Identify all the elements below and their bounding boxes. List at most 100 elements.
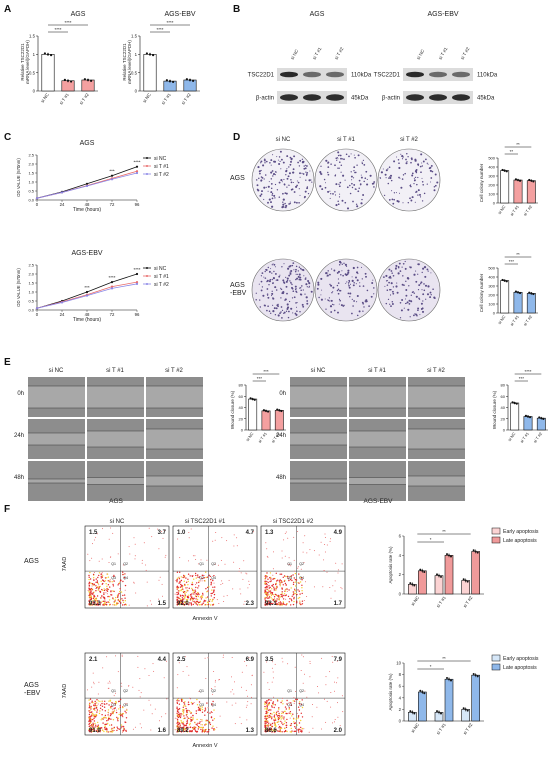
panel-f-event bbox=[112, 585, 115, 587]
panel-d-chart-point bbox=[518, 291, 522, 295]
panel-f-event bbox=[326, 544, 328, 546]
panel-f-event bbox=[277, 730, 279, 732]
panel-f-event bbox=[233, 561, 235, 563]
panel-d-colony bbox=[286, 277, 289, 280]
panel-f-event bbox=[205, 571, 207, 573]
panel-d-colony bbox=[393, 160, 396, 163]
panel-f-event bbox=[208, 720, 210, 723]
panel-f-event bbox=[181, 601, 183, 603]
panel-f-event bbox=[275, 572, 277, 574]
panel-f-event bbox=[186, 600, 188, 603]
panel-d-colony bbox=[291, 264, 294, 267]
panel-f-event bbox=[186, 599, 189, 601]
panel-f-event bbox=[122, 564, 124, 566]
panel-f-event bbox=[290, 565, 292, 567]
panel-e-wound-gap bbox=[146, 386, 203, 408]
panel-f-event bbox=[297, 716, 300, 718]
panel-f-event bbox=[91, 713, 93, 715]
panel-f-event bbox=[268, 716, 270, 719]
panel-a-chart-point bbox=[152, 54, 155, 57]
panel-d-colony bbox=[388, 268, 391, 271]
panel-f-event bbox=[330, 538, 331, 540]
panel-d-colony bbox=[308, 179, 311, 182]
panel-f-event bbox=[301, 603, 304, 605]
panel-d-colony bbox=[409, 316, 411, 318]
panel-f-event bbox=[308, 731, 310, 733]
panel-d-colony bbox=[433, 186, 436, 188]
panel-b-band bbox=[280, 71, 298, 78]
panel-b-protein-label: β-actin bbox=[256, 96, 274, 102]
panel-d-colony bbox=[264, 160, 266, 162]
panel-d-colony bbox=[262, 164, 265, 167]
panel-d-colony bbox=[415, 270, 417, 272]
panel-f-event bbox=[112, 580, 114, 582]
panel-d-colony bbox=[340, 304, 343, 307]
panel-f-event bbox=[107, 731, 109, 733]
panel-d-colony bbox=[304, 190, 307, 193]
panel-f-event bbox=[250, 703, 252, 705]
panel-f-event bbox=[88, 585, 91, 587]
panel-f-event bbox=[91, 716, 93, 718]
panel-d-chart-point bbox=[505, 280, 508, 283]
panel-f-event bbox=[183, 604, 186, 606]
panel-d-colony bbox=[279, 274, 281, 276]
panel-e-wound-image bbox=[349, 419, 406, 459]
panel-f-event bbox=[273, 714, 276, 716]
panel-f-event bbox=[222, 654, 224, 656]
panel-d-colony bbox=[285, 285, 288, 288]
panel-f-event bbox=[188, 724, 191, 726]
panel-d-colony bbox=[324, 182, 327, 184]
panel-f-event bbox=[189, 717, 191, 720]
panel-f-event bbox=[324, 533, 326, 535]
panel-f-event bbox=[289, 717, 291, 719]
panel-e-wound-gap bbox=[349, 477, 406, 485]
panel-f-event bbox=[210, 584, 212, 586]
panel-f-event bbox=[161, 716, 163, 718]
panel-e-chart-point bbox=[511, 401, 514, 404]
panel-f-event bbox=[182, 723, 184, 725]
panel-f-event bbox=[88, 710, 90, 712]
panel-d-colony bbox=[272, 175, 274, 177]
panel-f-event bbox=[185, 727, 187, 729]
panel-d-colony bbox=[333, 304, 335, 306]
panel-f-event bbox=[118, 600, 121, 603]
panel-d-colony bbox=[419, 283, 422, 285]
panel-d-colony bbox=[282, 203, 285, 206]
panel-f-event bbox=[180, 576, 182, 578]
panel-f-event bbox=[191, 583, 194, 586]
panel-f-bar-point bbox=[472, 672, 475, 675]
panel-e-chart-ytick-label: 40 bbox=[239, 405, 244, 410]
panel-f-event bbox=[192, 718, 194, 720]
panel-f-event bbox=[268, 702, 270, 704]
panel-a-ylabel-line: mRNA level(/GAPDH) bbox=[25, 40, 30, 84]
panel-f-event bbox=[120, 713, 122, 715]
panel-f-event bbox=[264, 582, 266, 584]
panel-d-colony bbox=[305, 179, 307, 181]
panel-c-xtick-label: 96 bbox=[135, 202, 140, 207]
panel-f-event bbox=[107, 682, 109, 684]
panel-a-ylabel-line: Relative TSC22D1 bbox=[122, 43, 127, 81]
panel-f-event bbox=[101, 705, 104, 707]
panel-f-event bbox=[200, 728, 202, 731]
panel-f-event bbox=[96, 580, 99, 582]
panel-f-event bbox=[187, 701, 190, 703]
panel-f-event bbox=[266, 572, 268, 574]
panel-f-event bbox=[278, 727, 280, 729]
panel-f-event bbox=[301, 729, 303, 731]
panel-d-colony bbox=[332, 193, 334, 195]
panel-d-colony bbox=[434, 173, 437, 176]
panel-f-event bbox=[192, 715, 194, 717]
panel-e-chart-ytick-label: 60 bbox=[501, 394, 506, 399]
panel-d-colony bbox=[406, 301, 409, 304]
panel-d-colony bbox=[405, 289, 408, 291]
panel-f-event bbox=[279, 582, 281, 585]
panel-f-event bbox=[90, 597, 93, 600]
panel-f-bar-ytick-label: 2 bbox=[399, 707, 402, 712]
panel-d-colony bbox=[271, 170, 274, 172]
panel-f-event bbox=[89, 592, 91, 594]
panel-d-colony bbox=[327, 190, 330, 193]
panel-d-colony bbox=[272, 282, 274, 284]
panel-d-colony bbox=[289, 202, 291, 205]
panel-e-wound-gap bbox=[349, 386, 406, 408]
panel-e-wound-gap bbox=[408, 386, 465, 408]
